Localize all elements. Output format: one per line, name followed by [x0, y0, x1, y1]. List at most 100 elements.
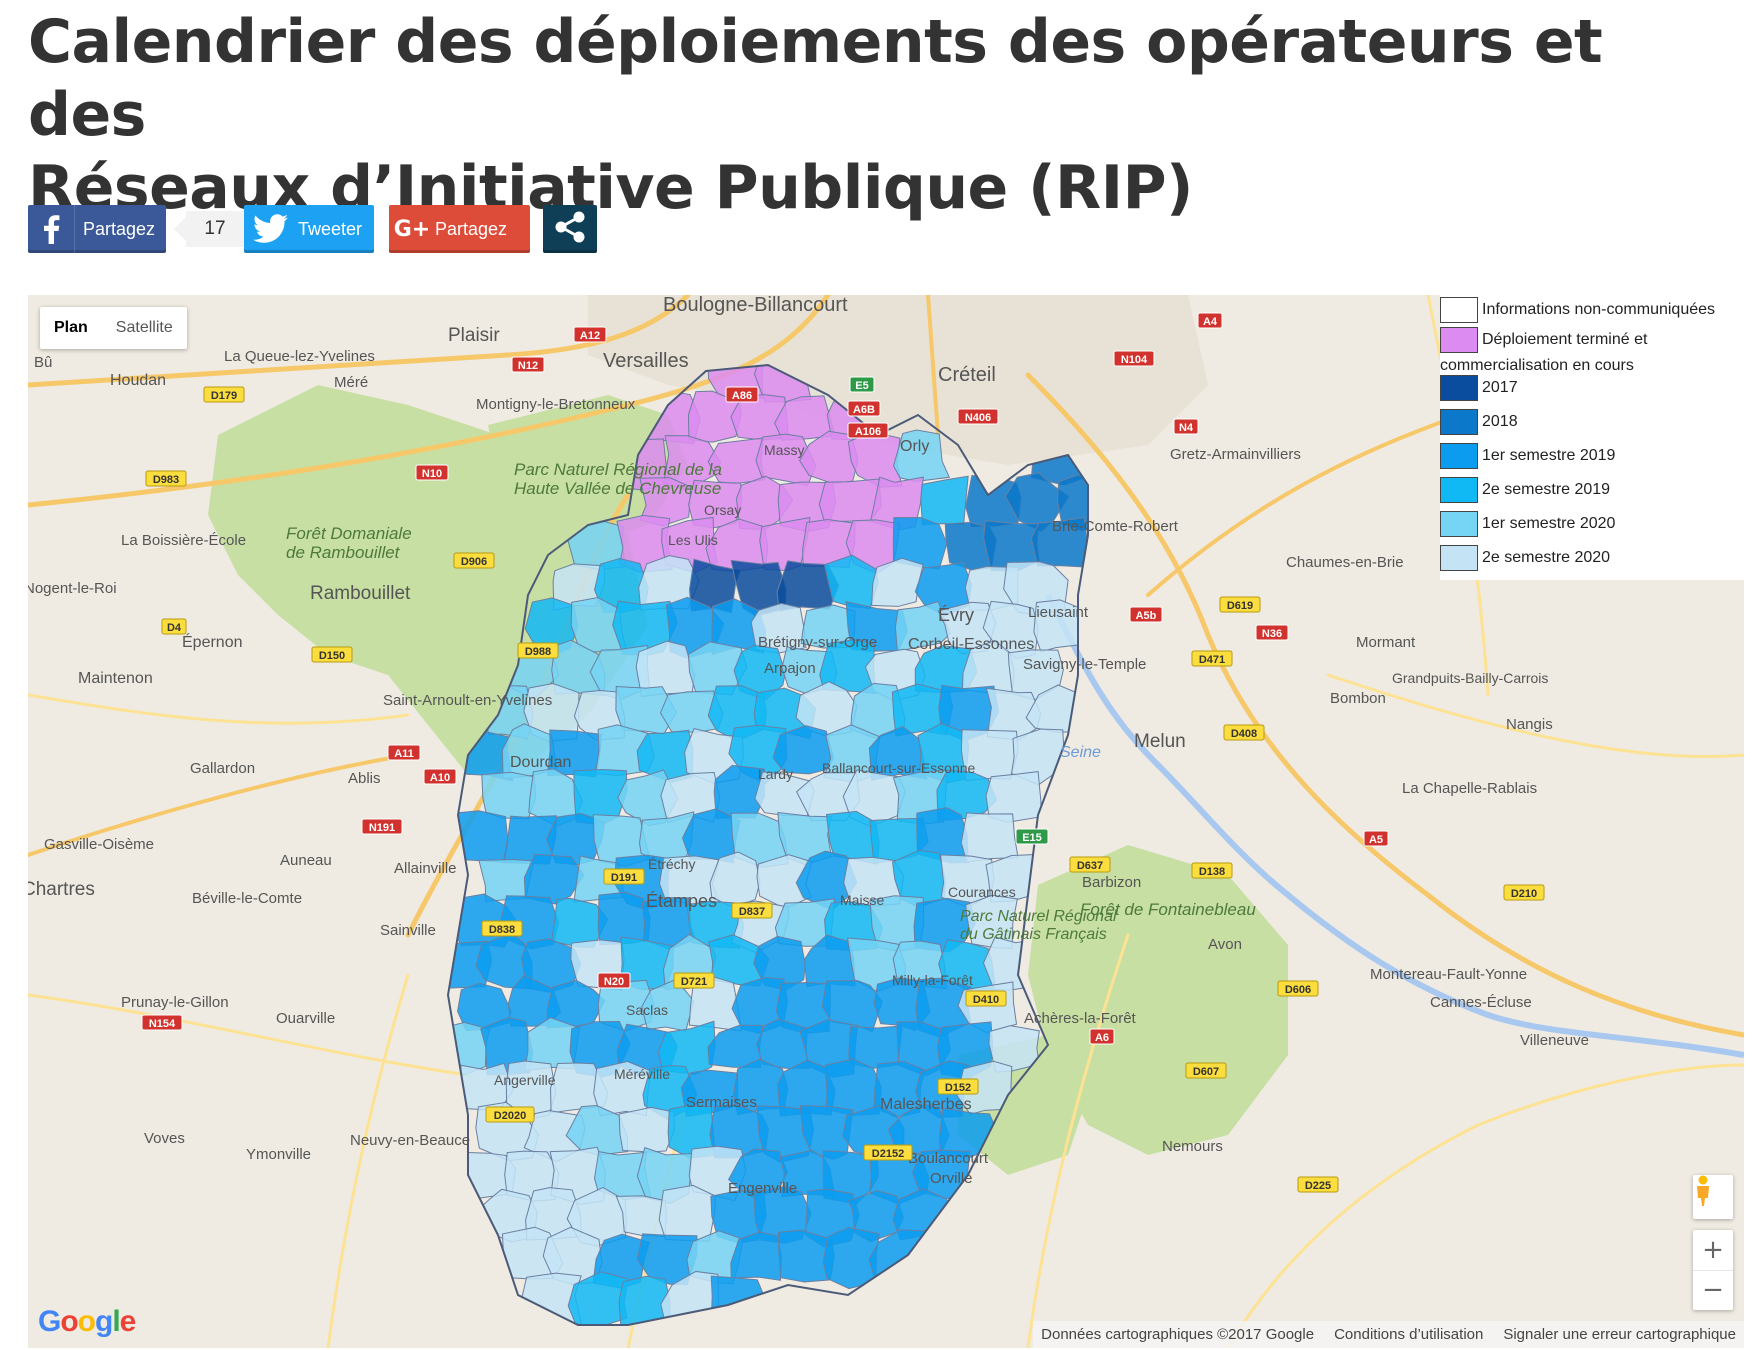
place-label: Saclas — [626, 1002, 668, 1018]
place-label: Sainville — [380, 922, 436, 939]
road-shield-label: D837 — [739, 906, 765, 918]
road-shield: D619 — [1219, 596, 1261, 613]
googleplus-share-button[interactable]: G+ Partagez — [389, 205, 530, 253]
place-label: Maisse — [840, 892, 885, 908]
road-shield: N154 — [141, 1014, 183, 1031]
road-shields: A12 N12 D179 N10 D983 A86 E5 A6B A106 N406 N104 N4 A… — [141, 312, 1545, 1193]
commune-cell[interactable] — [913, 897, 976, 953]
share-icon — [553, 210, 587, 249]
road-shield: D983 — [145, 470, 187, 487]
commune-cell[interactable] — [687, 390, 742, 443]
commune-cell[interactable] — [618, 1106, 675, 1153]
map-type-control: Plan Satellite — [40, 307, 187, 349]
twitter-share-button[interactable]: Tweeter — [244, 205, 374, 253]
road-shield-label: D4 — [167, 622, 182, 634]
road-shield-label: A4 — [1203, 316, 1218, 328]
commune-cell[interactable] — [1004, 472, 1070, 533]
place-label: Plaisir — [448, 325, 500, 346]
commune-cell[interactable] — [871, 557, 924, 607]
commune-cell[interactable] — [523, 853, 585, 905]
terms-link[interactable]: Conditions d’utilisation — [1334, 1326, 1484, 1343]
commune-cell[interactable] — [730, 1231, 782, 1281]
google-logo[interactable]: Google — [38, 1305, 136, 1338]
road-shield: A11 — [387, 744, 421, 761]
commune-cell[interactable] — [481, 771, 537, 820]
report-error-link[interactable]: Signaler une erreur cartographique — [1503, 1326, 1736, 1343]
map-canvas[interactable]: Boulogne-Billancourt Plaisir Versailles Cré… — [28, 295, 1744, 1348]
commune-cell[interactable] — [753, 935, 806, 991]
commune-cell[interactable] — [892, 429, 951, 482]
road-shield: E5 — [849, 376, 875, 393]
place-label: Villeneuve — [1520, 1032, 1589, 1049]
place-label: Parc Naturel Régional du Gâtinais Françai… — [960, 908, 1117, 943]
place-label: Gasville-Oisème — [44, 836, 154, 853]
road-shield: D191 — [603, 868, 645, 885]
commune-cell[interactable] — [662, 435, 721, 491]
commune-cell[interactable] — [894, 600, 951, 652]
share-more-button[interactable] — [543, 205, 597, 253]
legend-swatch — [1440, 375, 1478, 401]
commune-cell[interactable] — [658, 1184, 717, 1242]
commune-cell[interactable] — [565, 1104, 629, 1156]
road-shield: A12 — [573, 326, 607, 343]
street-view-pegman-button[interactable] — [1693, 1175, 1733, 1219]
legend-label: 2017 — [1482, 379, 1518, 396]
facebook-share-button[interactable]: Partagez — [28, 205, 166, 253]
commune-cell[interactable] — [639, 477, 692, 527]
legend-label: 2018 — [1482, 413, 1518, 430]
place-label: Gallardon — [190, 760, 255, 777]
commune-cell[interactable] — [936, 769, 997, 822]
commune-cell[interactable] — [597, 891, 651, 946]
place-label: Savigny-le-Temple — [1023, 656, 1146, 673]
commune-cell[interactable] — [657, 1020, 716, 1075]
parc-chevreuse — [488, 395, 688, 545]
road-shield: D150 — [311, 646, 353, 663]
legend-swatch — [1440, 443, 1478, 469]
place-label: Houdan — [110, 372, 166, 389]
place-label: Gretz-Armainvilliers — [1170, 446, 1301, 463]
commune-cell[interactable] — [733, 644, 786, 701]
commune-cell[interactable] — [735, 475, 794, 531]
zoom-in-button[interactable]: + — [1693, 1230, 1733, 1271]
place-label: Créteil — [938, 364, 996, 386]
legend-item: Déploiement terminé et commercialisation… — [1440, 327, 1744, 379]
place-label: Melun — [1134, 731, 1186, 752]
road-shield: D607 — [1185, 1062, 1227, 1079]
map-data-credit: Données cartographiques ©2017 Google — [1041, 1326, 1315, 1343]
commune-cell[interactable] — [920, 475, 969, 526]
place-label: Dourdan — [510, 754, 571, 771]
road-shield-label: D619 — [1227, 600, 1253, 612]
place-label: Saint-Arnoult-en-Yvelines — [383, 692, 552, 709]
commune-cell[interactable] — [639, 811, 695, 869]
place-label: Orsay — [704, 502, 741, 518]
road-shield: D152 — [937, 1078, 979, 1095]
place-label: Chaumes-en-Brie — [1286, 554, 1404, 571]
commune-cell[interactable] — [960, 812, 1019, 863]
road-shield: D179 — [203, 386, 245, 403]
map-type-satellite-button[interactable]: Satellite — [115, 319, 173, 336]
commune-cell[interactable] — [1007, 649, 1064, 701]
road-shield: D2020 — [485, 1106, 535, 1123]
place-label: Lardy — [758, 766, 793, 782]
zoom-out-button[interactable]: − — [1702, 1275, 1724, 1306]
place-label: La Boissière-École — [121, 532, 246, 549]
place-label: Achères-la-Forêt — [1024, 1010, 1137, 1027]
legend-swatch — [1440, 327, 1478, 353]
commune-cell[interactable] — [615, 1195, 667, 1238]
place-label: Montigny-le-Bretonneux — [476, 396, 636, 413]
place-label: Brie-Comte-Robert — [1052, 518, 1179, 535]
map-type-plan-button[interactable]: Plan — [54, 319, 88, 336]
place-label: Versailles — [603, 350, 689, 372]
commune-cell[interactable] — [795, 850, 858, 911]
road-shield-label: N12 — [518, 360, 538, 372]
place-label: Corbeil-Essonnes — [908, 636, 1034, 653]
commune-cell[interactable] — [750, 602, 807, 654]
road-shield: A106 — [847, 422, 889, 439]
commune-cell[interactable] — [847, 431, 903, 488]
commune-cell[interactable] — [709, 851, 761, 909]
place-label: Bû — [34, 354, 52, 371]
place-label: Arpajon — [764, 660, 816, 677]
map-view[interactable]: Boulogne-Billancourt Plaisir Versailles Cré… — [28, 295, 1744, 1348]
road-shield: N406 — [957, 408, 999, 425]
commune-cell[interactable] — [759, 516, 811, 572]
